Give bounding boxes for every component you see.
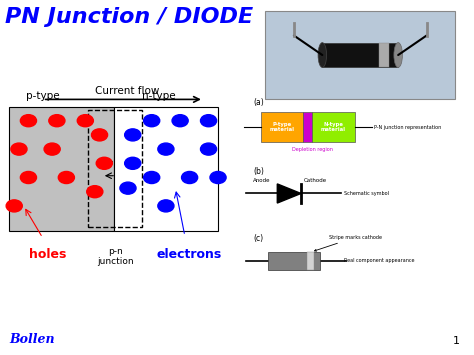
- Bar: [114, 106, 218, 231]
- Bar: [303, 112, 312, 142]
- Bar: [9, 106, 114, 231]
- Text: Bollen: Bollen: [9, 333, 55, 346]
- Bar: [312, 112, 355, 142]
- Circle shape: [11, 143, 27, 155]
- Text: (b): (b): [254, 167, 264, 176]
- Circle shape: [77, 115, 93, 127]
- Ellipse shape: [318, 43, 327, 67]
- Circle shape: [120, 182, 136, 194]
- Circle shape: [20, 171, 36, 184]
- Text: p-n
junction: p-n junction: [97, 247, 134, 266]
- Circle shape: [172, 115, 188, 127]
- Bar: [88, 110, 142, 227]
- Circle shape: [201, 143, 217, 155]
- Text: Real component appearance: Real component appearance: [344, 258, 414, 263]
- Circle shape: [125, 157, 141, 169]
- Bar: [265, 11, 455, 99]
- Circle shape: [58, 171, 74, 184]
- Circle shape: [182, 171, 198, 184]
- Circle shape: [49, 115, 65, 127]
- Polygon shape: [277, 184, 301, 203]
- Circle shape: [6, 200, 22, 212]
- Circle shape: [44, 143, 60, 155]
- Text: (a): (a): [254, 98, 264, 106]
- Text: P-type
material: P-type material: [270, 122, 294, 132]
- Text: PN Junction / DIODE: PN Junction / DIODE: [5, 7, 253, 27]
- Circle shape: [96, 157, 112, 169]
- Text: Current flow: Current flow: [95, 86, 159, 96]
- Circle shape: [201, 115, 217, 127]
- Circle shape: [158, 143, 174, 155]
- Circle shape: [144, 171, 160, 184]
- Text: 1: 1: [453, 336, 460, 346]
- Text: (c): (c): [254, 234, 264, 243]
- Bar: [307, 252, 314, 270]
- Circle shape: [125, 129, 141, 141]
- Circle shape: [158, 200, 174, 212]
- Text: Depletion region: Depletion region: [292, 147, 333, 152]
- Circle shape: [91, 129, 108, 141]
- Text: N-type
material: N-type material: [321, 122, 346, 132]
- Bar: [379, 43, 389, 67]
- Bar: [322, 43, 398, 67]
- Text: n-type: n-type: [142, 91, 175, 101]
- Bar: [261, 112, 303, 142]
- Text: Schematic symbol: Schematic symbol: [344, 191, 389, 196]
- Circle shape: [20, 115, 36, 127]
- Circle shape: [87, 186, 103, 198]
- Text: P-N junction representation: P-N junction representation: [374, 125, 442, 130]
- Text: p-type: p-type: [26, 91, 59, 101]
- Text: Stripe marks cathode: Stripe marks cathode: [314, 235, 383, 251]
- Text: Cathode: Cathode: [304, 178, 327, 183]
- Bar: [268, 252, 320, 270]
- Ellipse shape: [394, 43, 402, 67]
- Text: electrons: electrons: [157, 248, 222, 262]
- Circle shape: [210, 171, 226, 184]
- Text: Anode: Anode: [254, 178, 271, 183]
- Circle shape: [144, 115, 160, 127]
- Text: holes: holes: [29, 248, 66, 262]
